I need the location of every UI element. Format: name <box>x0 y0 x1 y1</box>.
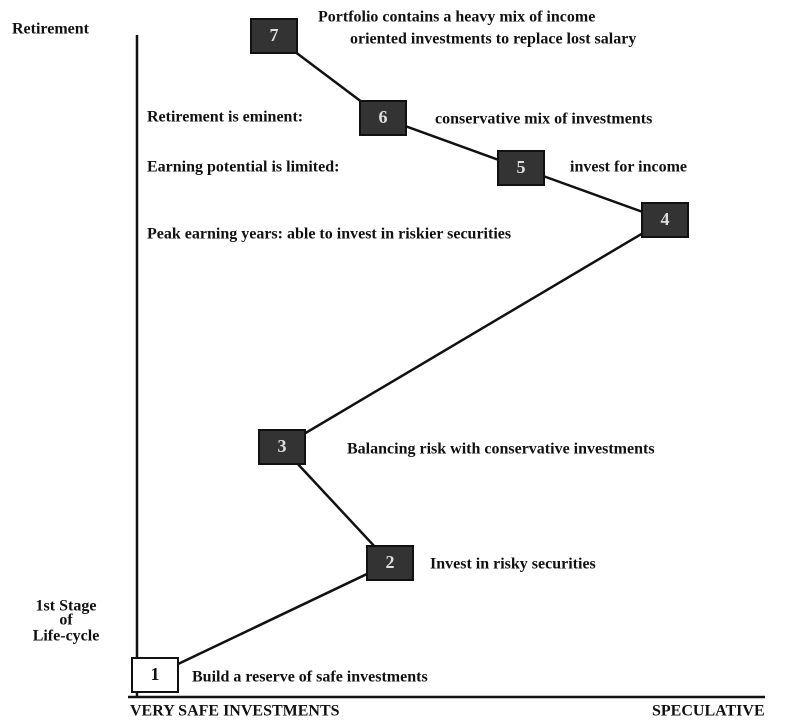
stage-box <box>497 150 545 186</box>
stage-box <box>359 100 407 136</box>
stage-number: 6 <box>379 107 388 127</box>
stage-description: invest for income <box>570 159 687 176</box>
stage-number: 5 <box>517 157 526 177</box>
stage-number: 4 <box>661 209 670 229</box>
stage-description: Invest in risky securities <box>430 556 596 573</box>
axis-label: VERY SAFE INVESTMENTS <box>130 703 340 720</box>
stage-box <box>641 202 689 238</box>
connector <box>154 561 391 677</box>
stage-number: 1 <box>151 664 160 684</box>
connector <box>281 218 666 449</box>
stage-box <box>250 18 298 54</box>
axis-label: 1st Stage <box>36 598 97 615</box>
axis-label: Life-cycle <box>33 628 100 645</box>
stage-box <box>258 429 306 465</box>
stage-number: 2 <box>386 552 395 572</box>
stage-description: conservative mix of investments <box>435 111 652 128</box>
axis-label: SPECULATIVE <box>652 703 765 720</box>
axis-label: Retirement <box>12 21 90 38</box>
stage-description: Peak earning years: able to invest in ri… <box>147 226 511 243</box>
stage-description: Retirement is eminent: <box>147 109 303 126</box>
stage-box <box>131 657 179 693</box>
connector <box>281 446 391 564</box>
axis-label: of <box>59 612 73 629</box>
stage-description: Portfolio contains a heavy mix of income <box>318 9 595 26</box>
stage-description: Earning potential is limited: <box>147 159 339 176</box>
stage-box <box>366 545 414 581</box>
stage-number: 3 <box>278 436 287 456</box>
stage-description: oriented investments to replace lost sal… <box>350 31 636 48</box>
stage-number: 7 <box>270 25 279 45</box>
stage-description: Build a reserve of safe investments <box>192 669 428 686</box>
stage-description: Balancing risk with conservative investm… <box>347 441 655 458</box>
